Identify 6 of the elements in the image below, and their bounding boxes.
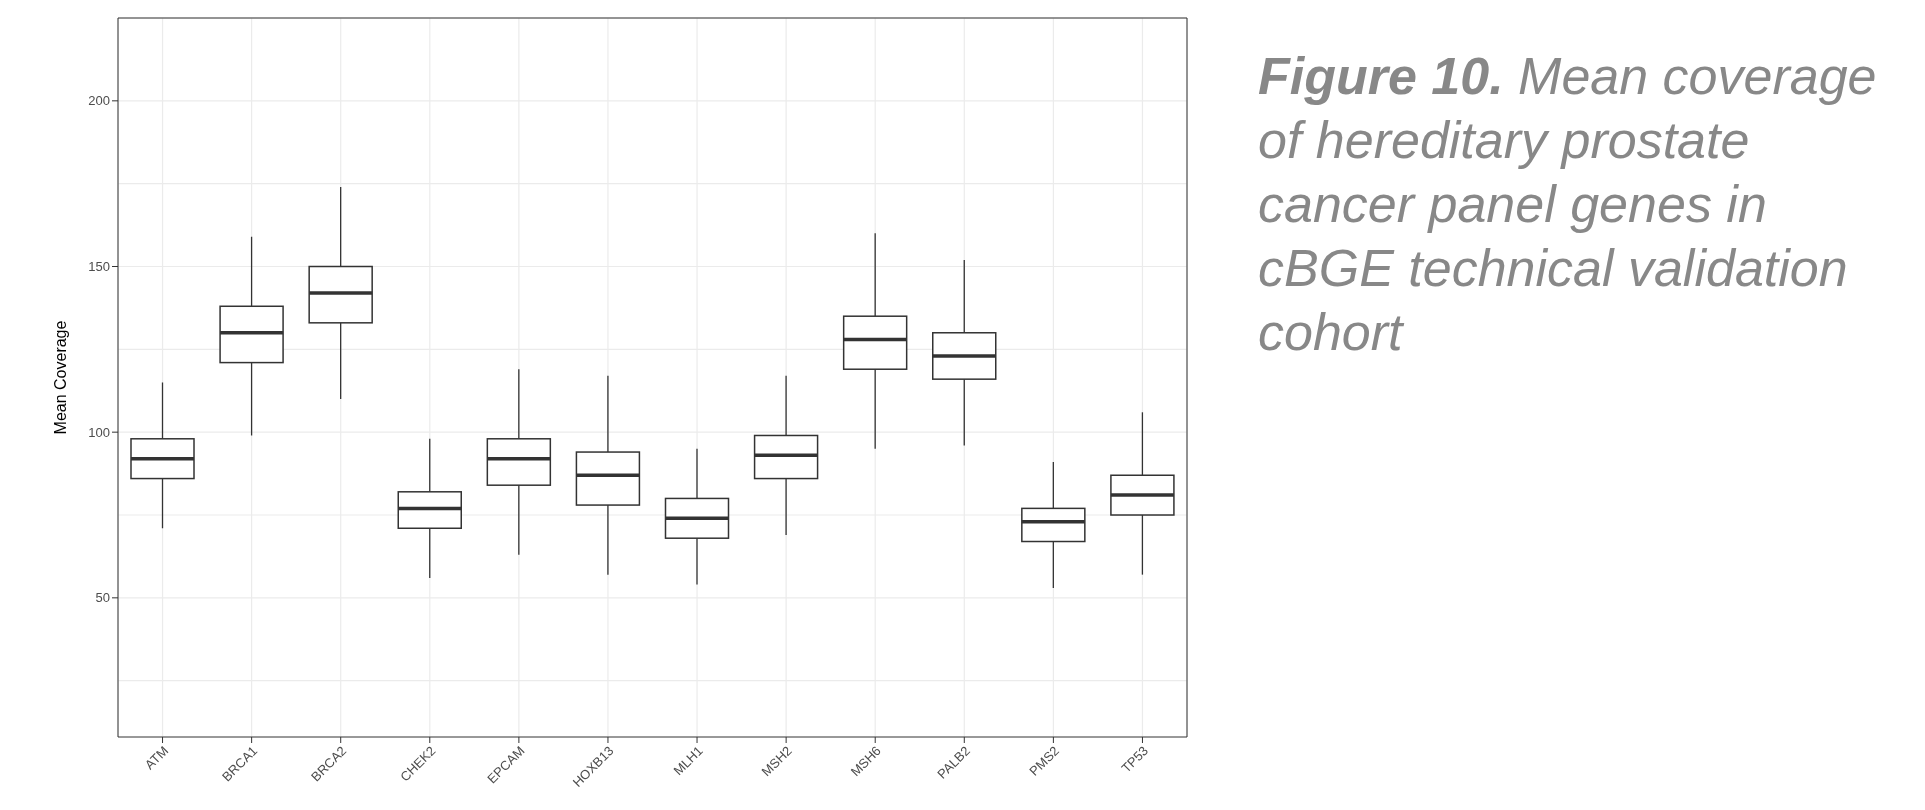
y-tick-label: 200 xyxy=(88,93,110,109)
y-tick-label: 100 xyxy=(88,424,110,440)
y-tick-label: 150 xyxy=(88,259,110,275)
y-axis-title: Mean Coverage xyxy=(51,320,69,435)
text: Figure 10. Mean coverage of hereditary prostate cancer panel genes in cBGE technical validation cohort xyxy=(1258,47,1877,361)
y-tick-label: 50 xyxy=(95,590,110,606)
